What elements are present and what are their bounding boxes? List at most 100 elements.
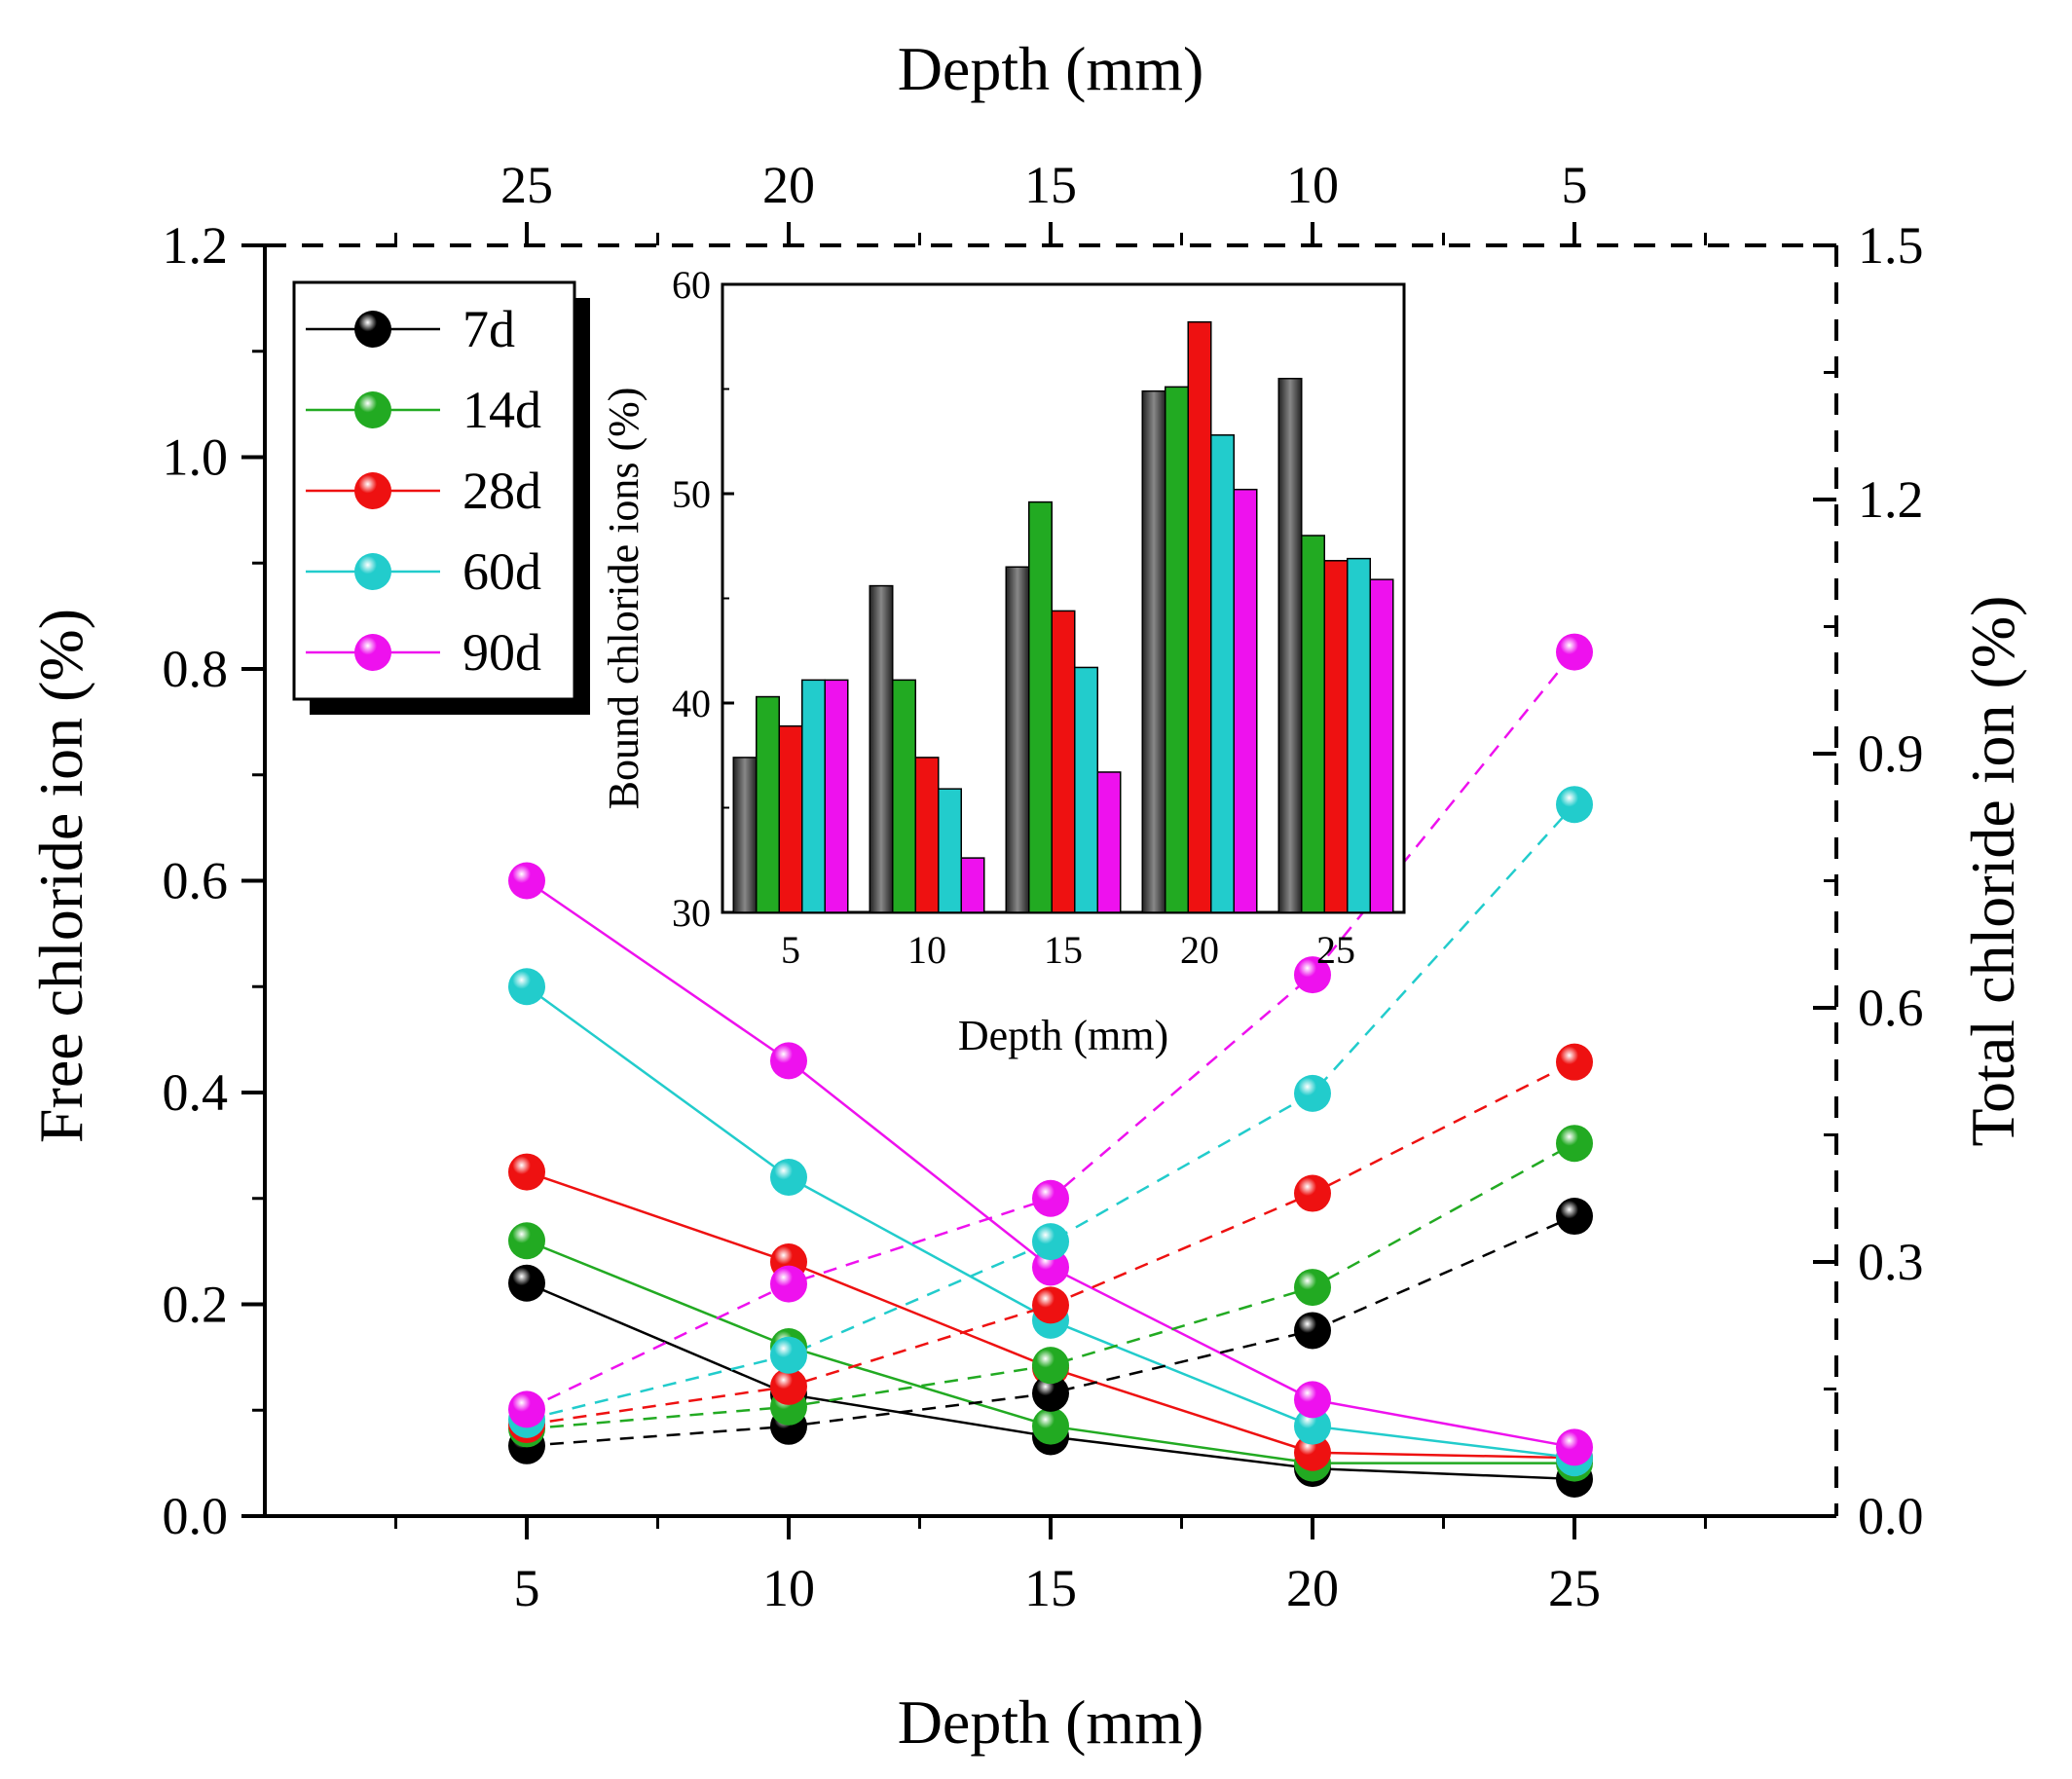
total-point-90d <box>1294 956 1331 994</box>
legend-label-28d: 28d <box>462 462 541 520</box>
right-tick-label: 0.0 <box>1858 1487 1924 1545</box>
main-plot: 5 10 15 20 25 25 20 15 10 5 0.0 0.2 0.4 0.6 0.8 1.0 1.2 0… <box>26 34 2027 1757</box>
legend-marker-90d <box>354 634 391 671</box>
inset-bar-7d <box>1141 389 1166 913</box>
inset-bar-28d <box>1051 610 1076 913</box>
left-tick-label: 0.8 <box>163 640 229 698</box>
right-y-axis-title: Total chloride ion (%) <box>1958 596 2027 1147</box>
right-tick-label: 1.5 <box>1858 216 1924 275</box>
inset-x-tick-label: 5 <box>781 928 800 972</box>
bottom-tick-label: 20 <box>1286 1559 1339 1617</box>
left-tick-label: 0.2 <box>163 1276 229 1334</box>
inset-bar-7d <box>732 757 758 913</box>
left-tick-label: 0.6 <box>163 852 229 910</box>
left-y-axis-title: Free chloride ion (%) <box>26 609 95 1143</box>
total-point-28d <box>770 1367 807 1405</box>
inset-x-tick-label: 15 <box>1044 928 1083 972</box>
top-tick-label: 10 <box>1286 156 1339 214</box>
inset-bar-28d <box>1323 560 1349 913</box>
legend-label-60d: 60d <box>462 542 541 601</box>
inset-x-tick-label: 25 <box>1316 928 1355 972</box>
free-point-28d <box>508 1153 545 1191</box>
right-tick-label: 0.6 <box>1858 979 1924 1037</box>
inset-bar-14d <box>1028 500 1053 913</box>
legend: 7d 14d 28d 60d 90d <box>292 280 590 715</box>
free-point-14d <box>1032 1407 1069 1445</box>
total-point-7d <box>1032 1374 1069 1412</box>
free-point-90d <box>1032 1248 1069 1286</box>
legend-marker-60d <box>354 553 391 590</box>
free-point-60d <box>508 968 545 1006</box>
inset-y-axis-title: Bound chloride ions (%) <box>600 388 648 810</box>
total-point-90d <box>770 1265 807 1303</box>
top-tick-label: 25 <box>500 156 553 214</box>
left-tick-label: 1.0 <box>163 428 229 487</box>
inset-bar-28d <box>1187 320 1212 913</box>
inset-bar-28d <box>914 757 940 913</box>
left-tick-label: 1.2 <box>163 216 229 275</box>
total-point-28d <box>1032 1286 1069 1324</box>
legend-marker-7d <box>354 311 391 348</box>
inset-y-tick-label: 60 <box>672 263 711 307</box>
top-tick-label: 15 <box>1024 156 1077 214</box>
total-point-60d <box>1032 1223 1069 1261</box>
inset-bar-14d <box>1165 386 1189 913</box>
inset-bar-7d <box>1277 378 1303 913</box>
free-point-90d <box>770 1042 807 1080</box>
inset-bar-14d <box>756 695 780 913</box>
inset-bar-60d <box>1347 557 1371 913</box>
inset-bar-28d <box>778 724 803 913</box>
inset-bar-7d <box>1005 566 1030 913</box>
total-point-90d <box>1556 633 1593 671</box>
legend-label-7d: 7d <box>462 300 515 358</box>
right-tick-label: 0.3 <box>1858 1233 1924 1291</box>
inset-bar-90d <box>1233 488 1258 913</box>
inset-x-axis-title: Depth (mm) <box>958 1012 1168 1059</box>
total-point-7d <box>1294 1312 1331 1350</box>
free-point-14d <box>508 1222 545 1260</box>
inset-bar-60d <box>1074 666 1098 913</box>
inset-y-tick-label: 30 <box>672 891 711 935</box>
inset-bar-60d <box>801 679 826 913</box>
total-point-90d <box>508 1390 545 1428</box>
total-point-28d <box>1294 1174 1331 1212</box>
total-point-28d <box>1556 1043 1593 1081</box>
total-point-7d <box>1556 1198 1593 1236</box>
inset-y-tick-label: 40 <box>672 682 711 725</box>
inset-bar-90d <box>1369 578 1394 913</box>
bottom-tick-label: 25 <box>1548 1559 1601 1617</box>
bottom-x-axis-title: Depth (mm) <box>898 1687 1204 1757</box>
total-point-90d <box>1032 1179 1069 1217</box>
inset-bar-60d <box>1210 434 1235 913</box>
inset-bar-14d <box>1301 535 1325 913</box>
legend-label-90d: 90d <box>462 623 541 682</box>
bottom-tick-label: 10 <box>762 1559 815 1617</box>
legend-marker-28d <box>354 472 391 509</box>
inset-bar-90d <box>960 857 985 913</box>
legend-marker-14d <box>354 391 391 428</box>
free-point-90d <box>1294 1381 1331 1419</box>
total-point-60d <box>1556 786 1593 824</box>
inset-bar-7d <box>869 584 894 913</box>
inset-y-tick-label: 50 <box>672 472 711 516</box>
inset-x-tick-label: 20 <box>1180 928 1219 972</box>
top-x-axis-title: Depth (mm) <box>898 34 1204 103</box>
inset-bar-90d <box>1096 771 1122 913</box>
inset-x-tick-label: 10 <box>907 928 946 972</box>
right-tick-label: 0.9 <box>1858 724 1924 783</box>
right-tick-label: 1.2 <box>1858 470 1924 529</box>
total-point-14d <box>1294 1269 1331 1307</box>
total-line-60d <box>526 803 1575 1422</box>
inset-plot: 5 10 15 20 25 30 40 50 60 Depth (mm) Bound chlorid… <box>600 263 1406 1059</box>
total-point-60d <box>1294 1074 1331 1112</box>
free-point-7d <box>508 1264 545 1302</box>
free-point-90d <box>1556 1428 1593 1466</box>
free-point-90d <box>508 862 545 900</box>
top-tick-label: 5 <box>1562 156 1588 214</box>
top-tick-label: 20 <box>762 156 815 214</box>
inset-bar-14d <box>892 679 916 913</box>
total-point-60d <box>770 1336 807 1374</box>
free-point-28d <box>1294 1433 1331 1471</box>
